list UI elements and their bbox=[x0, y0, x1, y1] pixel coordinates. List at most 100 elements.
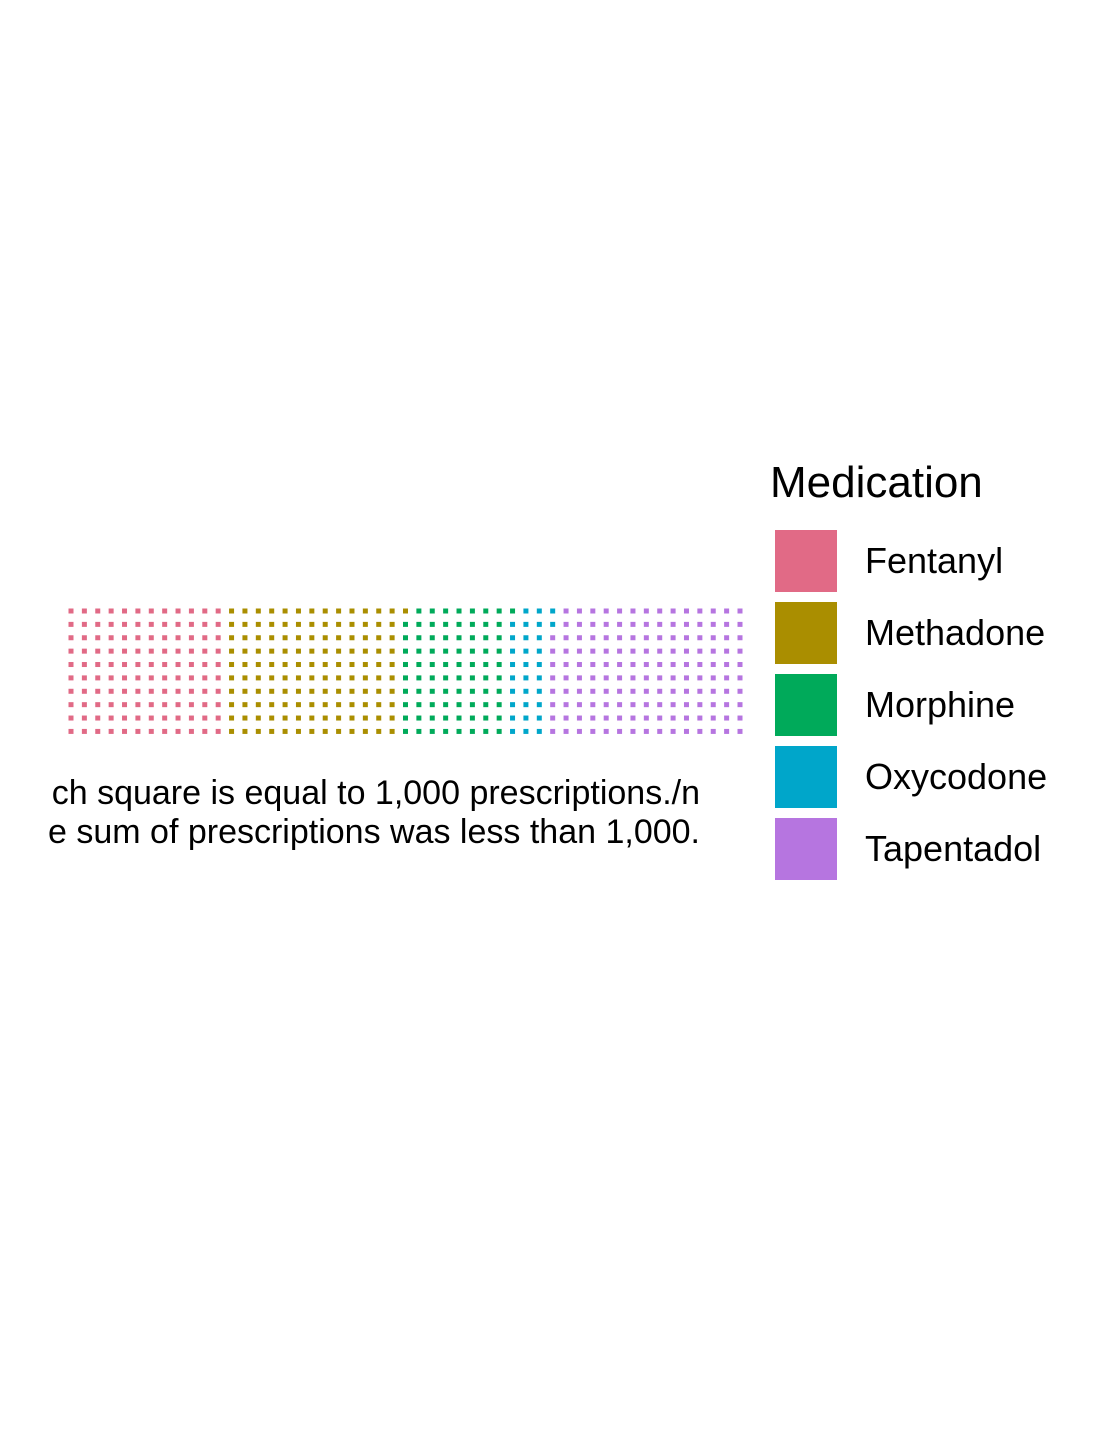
waffle-square-fentanyl bbox=[162, 688, 168, 694]
waffle-square-tapentadol bbox=[657, 728, 663, 734]
waffle-square-methadone bbox=[376, 728, 382, 734]
waffle-square-morphine bbox=[416, 608, 422, 614]
waffle-square-tapentadol bbox=[590, 675, 596, 681]
waffle-square-tapentadol bbox=[576, 702, 582, 708]
waffle-square-oxycodone bbox=[536, 608, 542, 614]
waffle-square-oxycodone bbox=[510, 662, 516, 668]
waffle-square-morphine bbox=[443, 675, 449, 681]
waffle-square-tapentadol bbox=[683, 728, 689, 734]
waffle-square-fentanyl bbox=[135, 702, 141, 708]
waffle-square-tapentadol bbox=[630, 675, 636, 681]
waffle-square-fentanyl bbox=[188, 715, 194, 721]
waffle-square-methadone bbox=[389, 635, 395, 641]
waffle-square-tapentadol bbox=[576, 662, 582, 668]
waffle-square-fentanyl bbox=[202, 702, 208, 708]
waffle-square-fentanyl bbox=[215, 621, 221, 627]
waffle-square-morphine bbox=[496, 715, 502, 721]
waffle-square-morphine bbox=[496, 648, 502, 654]
waffle-square-methadone bbox=[309, 715, 315, 721]
waffle-square-fentanyl bbox=[108, 728, 114, 734]
waffle-square-fentanyl bbox=[135, 635, 141, 641]
waffle-square-tapentadol bbox=[550, 728, 556, 734]
waffle-square-fentanyl bbox=[175, 621, 181, 627]
waffle-square-methadone bbox=[322, 715, 328, 721]
waffle-square-tapentadol bbox=[683, 702, 689, 708]
waffle-square-morphine bbox=[469, 608, 475, 614]
waffle-square-fentanyl bbox=[215, 688, 221, 694]
waffle-square-methadone bbox=[229, 702, 235, 708]
waffle-square-tapentadol bbox=[657, 608, 663, 614]
waffle-square-tapentadol bbox=[724, 608, 730, 614]
waffle-square-tapentadol bbox=[590, 635, 596, 641]
waffle-square-tapentadol bbox=[617, 728, 623, 734]
waffle-square-morphine bbox=[469, 688, 475, 694]
waffle-square-morphine bbox=[403, 675, 408, 681]
waffle-square-methadone bbox=[255, 648, 261, 654]
waffle-square-oxycodone bbox=[550, 621, 556, 627]
waffle-square-methadone bbox=[389, 675, 395, 681]
waffle-square-methadone bbox=[389, 621, 395, 627]
waffle-square-tapentadol bbox=[724, 715, 730, 721]
waffle-square-methadone bbox=[242, 728, 248, 734]
waffle-square-methadone bbox=[229, 715, 235, 721]
caption-line-1: ch square is equal to 1,000 prescription… bbox=[51, 774, 700, 812]
waffle-square-tapentadol bbox=[617, 608, 623, 614]
waffle-square-fentanyl bbox=[148, 728, 154, 734]
waffle-square-tapentadol bbox=[670, 635, 676, 641]
waffle-square-methadone bbox=[376, 608, 382, 614]
waffle-square-methadone bbox=[309, 662, 315, 668]
waffle-square-fentanyl bbox=[68, 648, 74, 654]
legend-key-fentanyl bbox=[775, 530, 837, 592]
waffle-square-methadone bbox=[242, 715, 248, 721]
waffle-square-methadone bbox=[309, 621, 315, 627]
waffle-square-morphine bbox=[496, 635, 502, 641]
waffle-square-fentanyl bbox=[95, 648, 101, 654]
waffle-square-methadone bbox=[336, 728, 342, 734]
waffle-square-tapentadol bbox=[630, 621, 636, 627]
waffle-square-fentanyl bbox=[175, 715, 181, 721]
waffle-square-methadone bbox=[376, 688, 382, 694]
waffle-square-methadone bbox=[309, 688, 315, 694]
waffle-square-fentanyl bbox=[148, 715, 154, 721]
waffle-square-methadone bbox=[322, 675, 328, 681]
waffle-square-tapentadol bbox=[670, 621, 676, 627]
waffle-square-oxycodone bbox=[536, 648, 542, 654]
waffle-square-methadone bbox=[389, 702, 395, 708]
waffle-square-tapentadol bbox=[657, 662, 663, 668]
waffle-square-morphine bbox=[510, 608, 516, 614]
waffle-square-methadone bbox=[255, 675, 261, 681]
waffle-square-tapentadol bbox=[590, 608, 596, 614]
waffle-square-methadone bbox=[309, 648, 315, 654]
waffle-square-tapentadol bbox=[737, 715, 743, 721]
waffle-square-fentanyl bbox=[81, 715, 87, 721]
waffle-square-fentanyl bbox=[148, 648, 154, 654]
waffle-square-oxycodone bbox=[523, 648, 529, 654]
waffle-square-fentanyl bbox=[95, 608, 101, 614]
waffle-square-methadone bbox=[269, 728, 275, 734]
waffle-square-tapentadol bbox=[563, 621, 569, 627]
waffle-square-tapentadol bbox=[657, 675, 663, 681]
waffle-square-tapentadol bbox=[630, 715, 636, 721]
waffle-square-oxycodone bbox=[510, 675, 516, 681]
legend-title: Medication bbox=[770, 458, 983, 507]
waffle-square-morphine bbox=[443, 728, 449, 734]
waffle-square-morphine bbox=[429, 688, 435, 694]
waffle-square-tapentadol bbox=[657, 621, 663, 627]
waffle-square-tapentadol bbox=[737, 662, 743, 668]
waffle-square-morphine bbox=[483, 608, 489, 614]
waffle-square-oxycodone bbox=[523, 715, 529, 721]
waffle-square-fentanyl bbox=[162, 675, 168, 681]
waffle-square-morphine bbox=[429, 635, 435, 641]
waffle-square-tapentadol bbox=[630, 608, 636, 614]
waffle-square-tapentadol bbox=[670, 648, 676, 654]
waffle-square-tapentadol bbox=[617, 662, 623, 668]
waffle-square-fentanyl bbox=[135, 608, 141, 614]
waffle-square-tapentadol bbox=[683, 648, 689, 654]
waffle-square-oxycodone bbox=[523, 608, 529, 614]
waffle-square-methadone bbox=[255, 608, 261, 614]
waffle-square-fentanyl bbox=[135, 675, 141, 681]
waffle-square-fentanyl bbox=[202, 621, 208, 627]
waffle-square-tapentadol bbox=[737, 648, 743, 654]
waffle-square-fentanyl bbox=[188, 728, 194, 734]
